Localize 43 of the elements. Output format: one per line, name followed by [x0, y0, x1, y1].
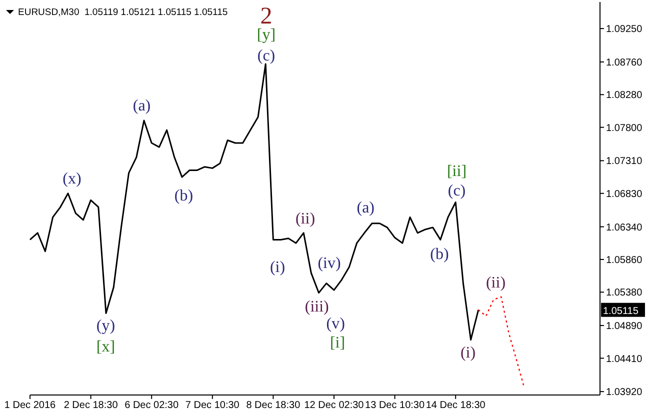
text: EURUSD,M30 1.05119 1.05121 1.05115 1.05115 — [18, 7, 228, 18]
y-tick-label: 1.04410 — [606, 354, 643, 365]
y-tick-label: 1.07310 — [606, 156, 643, 168]
y-tick-label: 1.09250 — [606, 24, 643, 36]
annotation: (a) — [132, 97, 151, 114]
annotation: (iii) — [304, 298, 329, 316]
y-tick-label: 1.03920 — [606, 387, 643, 398]
x-tick-label: 14 Dec 18:30 — [426, 400, 486, 412]
annotation: 2 — [260, 3, 272, 30]
annotation: (b) — [430, 246, 449, 263]
x-tick-label: 2 Dec 18:30 — [64, 400, 118, 412]
x-tick-label: 13 Dec 10:30 — [365, 400, 425, 412]
y-tick-label: 1.06830 — [606, 188, 643, 200]
annotation: (c) — [257, 48, 276, 65]
annotation: (a) — [356, 200, 375, 217]
annotation: [i] — [330, 334, 346, 352]
annotation: (b) — [174, 187, 194, 204]
annotation: (ii) — [295, 210, 316, 228]
annotation: (i) — [270, 258, 286, 276]
text: 1.05115 — [603, 306, 639, 317]
annotation: (iv) — [318, 254, 341, 272]
y-tick-label: 1.07800 — [606, 122, 643, 134]
annotation: [ii] — [446, 162, 467, 180]
y-tick-label: 1.08760 — [606, 57, 643, 68]
x-tick-label: 6 Dec 02:30 — [124, 400, 179, 412]
annotation: (c) — [448, 182, 466, 200]
x-tick-label: 12 Dec 02:30 — [304, 400, 364, 412]
y-tick-label: 1.05380 — [606, 288, 643, 299]
x-tick-label: 1 Dec 2016 — [4, 400, 56, 412]
y-tick-label: 1.06340 — [606, 222, 643, 234]
annotation: (x) — [62, 170, 82, 188]
y-tick-label: 1.08280 — [606, 90, 643, 102]
x-tick-label: 7 Dec 10:30 — [185, 400, 240, 412]
annotation: (y) — [96, 317, 116, 334]
annotation: (i) — [460, 344, 476, 362]
annotation: (v) — [326, 315, 345, 332]
y-tick-label: 1.04890 — [606, 321, 643, 332]
annotation: [x] — [96, 338, 116, 356]
x-tick-label: 8 Dec 18:30 — [246, 400, 301, 412]
annotation: [y] — [256, 26, 276, 44]
y-tick-label: 1.05860 — [606, 255, 643, 266]
line-series — [478, 296, 525, 388]
annotation: (ii) — [486, 274, 506, 292]
